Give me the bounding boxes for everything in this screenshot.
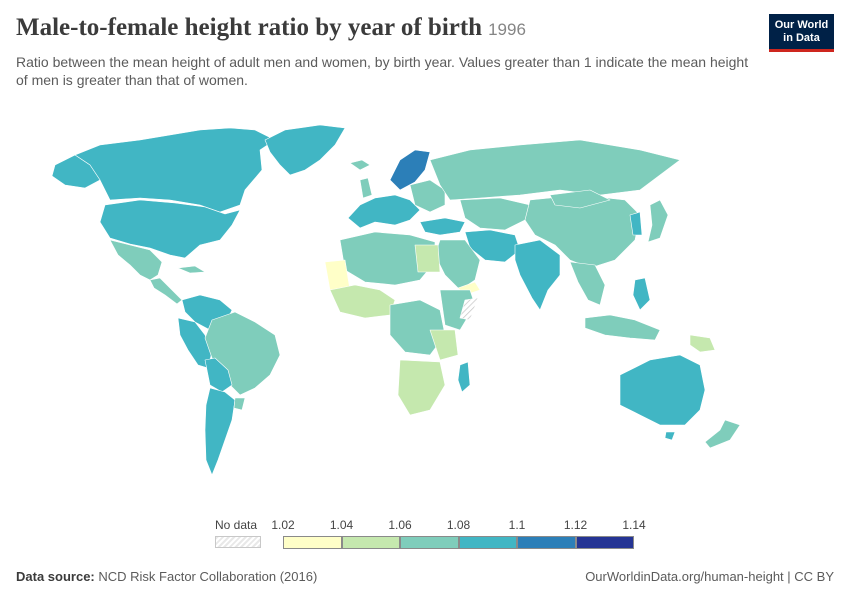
country-east-africa[interactable] [429, 329, 459, 361]
country-russia[interactable] [429, 139, 681, 201]
country-egypt[interactable] [414, 244, 441, 273]
legend-bin[interactable] [341, 536, 400, 549]
legend-tick-label: 1.08 [446, 518, 471, 532]
country-alaska[interactable] [51, 154, 101, 189]
country-canada[interactable] [74, 127, 276, 213]
country-somalia[interactable] [459, 297, 479, 321]
world-map[interactable] [0, 105, 850, 510]
country-southern-africa[interactable] [397, 359, 446, 416]
country-philippines[interactable] [632, 277, 651, 311]
country-argentina[interactable] [204, 387, 236, 476]
legend-bin[interactable] [575, 536, 634, 549]
country-australia[interactable] [619, 354, 706, 426]
legend-no-data-swatch[interactable] [215, 536, 261, 548]
data-source-text: NCD Risk Factor Collaboration (2016) [98, 569, 318, 584]
logo-line2: in Data [783, 32, 820, 44]
country-uk[interactable] [359, 177, 373, 199]
country-central-america[interactable] [149, 277, 183, 305]
legend-tick-label: 1.1 [508, 518, 526, 532]
data-source-label: Data source: [16, 569, 95, 584]
chart-subtitle: Ratio between the mean height of adult m… [16, 54, 749, 88]
legend-tick-label: 1.04 [329, 518, 354, 532]
legend-bin[interactable] [458, 536, 517, 549]
country-iceland[interactable] [349, 159, 371, 171]
logo-line1: Our World [774, 19, 829, 31]
country-western-europe[interactable] [347, 194, 421, 229]
legend-tick-label: 1.14 [622, 518, 646, 532]
country-madagascar[interactable] [457, 361, 471, 393]
country-bolivia[interactable] [204, 357, 233, 393]
country-new-zealand[interactable] [704, 419, 741, 449]
chart-title: Male-to-female height ratio by year of b… [16, 14, 526, 42]
country-china[interactable] [524, 194, 641, 269]
legend-tick-label: 1.02 [271, 518, 295, 532]
legend-no-data-label: No data [215, 518, 258, 532]
country-mongolia[interactable] [549, 189, 611, 209]
country-indonesia[interactable] [584, 314, 661, 341]
legend-bin[interactable] [400, 536, 459, 549]
country-brazil[interactable] [204, 311, 281, 396]
country-turkey[interactable] [419, 217, 466, 236]
legend-tick-label: 1.12 [563, 518, 588, 532]
country-greenland[interactable] [264, 124, 346, 176]
country-papua-new-guinea[interactable] [689, 334, 716, 353]
country-eastern-europe[interactable] [409, 179, 446, 213]
legend-bin[interactable] [517, 536, 576, 549]
data-source: Data source: NCD Risk Factor Collaborati… [16, 569, 317, 584]
country-scandinavia[interactable] [389, 149, 431, 191]
legend-tick-label: 1.06 [388, 518, 412, 532]
country-uruguay[interactable] [233, 397, 246, 411]
country-southeast-asia[interactable] [569, 261, 606, 306]
title-text: Male-to-female height ratio by year of b… [16, 14, 483, 41]
legend-bin[interactable] [283, 536, 342, 549]
country-india[interactable] [514, 239, 561, 311]
country-central-asia[interactable] [459, 197, 531, 231]
country-korea[interactable] [629, 211, 643, 236]
year-label: 1996 [488, 20, 526, 39]
owid-logo[interactable]: Our World in Data [769, 14, 834, 52]
country-west-africa[interactable] [329, 284, 396, 319]
country-japan[interactable] [647, 199, 669, 243]
source-url-license[interactable]: OurWorldinData.org/human-height | CC BY [585, 569, 834, 584]
country-tasmania[interactable] [664, 431, 676, 441]
country-cuba[interactable] [177, 265, 206, 274]
country-usa[interactable] [99, 199, 241, 259]
country-mexico[interactable] [109, 239, 163, 281]
